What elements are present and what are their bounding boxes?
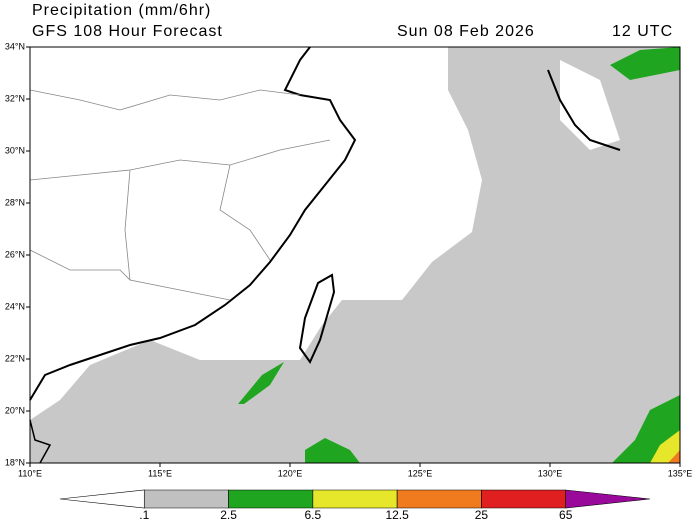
lon-label: 125°E xyxy=(408,468,433,478)
colorbar-label: 25 xyxy=(475,508,489,522)
time: 12 UTC xyxy=(612,23,673,40)
lon-label: 110°E xyxy=(18,468,42,478)
colorbar-segment xyxy=(312,489,398,509)
lon-label: 135°E xyxy=(668,468,693,478)
lat-label: 30°N xyxy=(5,145,25,155)
colorbar-segment xyxy=(228,489,314,509)
colorbar-segment xyxy=(481,489,567,509)
colorbar-segment xyxy=(396,489,482,509)
colorbar-segment xyxy=(565,489,651,509)
lat-label: 32°N xyxy=(5,93,25,103)
lon-label: 115°E xyxy=(148,468,172,478)
lat-label: 22°N xyxy=(5,353,25,363)
dry-area xyxy=(560,60,620,150)
rain-area xyxy=(650,430,680,463)
coastline xyxy=(29,46,357,401)
title: Precipitation (mm/6hr) xyxy=(32,2,211,19)
lon-label: 120°E xyxy=(278,468,303,478)
colorbar-segment xyxy=(143,489,229,509)
colorbar-label: 12.5 xyxy=(385,508,409,522)
rain-area xyxy=(305,438,360,463)
lat-label: 18°N xyxy=(5,457,25,467)
rain-area xyxy=(668,450,680,463)
colorbar-label: 65 xyxy=(559,508,573,522)
colorbar-segment xyxy=(59,489,145,509)
map-layer xyxy=(29,46,681,464)
lat-label: 20°N xyxy=(5,405,25,415)
colorbar-label: 6.5 xyxy=(305,508,322,522)
coastline xyxy=(29,419,52,464)
date: Sun 08 Feb 2026 xyxy=(397,23,535,40)
lat-label: 34°N xyxy=(5,41,25,51)
borders xyxy=(29,89,331,301)
dry-area xyxy=(30,47,482,420)
taiwan xyxy=(298,273,336,364)
rain-area xyxy=(610,47,680,80)
coastline xyxy=(547,69,621,151)
lat-label: 24°N xyxy=(5,301,25,311)
colorbar-label: .1 xyxy=(139,508,149,522)
lat-label: 26°N xyxy=(5,249,25,259)
lat-label: 28°N xyxy=(5,197,25,207)
subtitle: GFS 108 Hour Forecast xyxy=(32,23,223,40)
colorbar-label: 2.5 xyxy=(220,508,237,522)
lon-label: 130°E xyxy=(538,468,563,478)
rain-area xyxy=(238,362,284,404)
